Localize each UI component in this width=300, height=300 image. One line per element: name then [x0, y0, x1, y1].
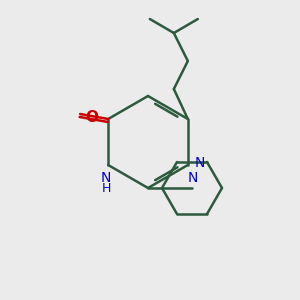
Text: H: H — [101, 182, 111, 195]
Text: O: O — [85, 110, 98, 124]
Text: N: N — [101, 171, 111, 185]
Text: N: N — [195, 156, 205, 170]
Text: N: N — [188, 171, 198, 185]
